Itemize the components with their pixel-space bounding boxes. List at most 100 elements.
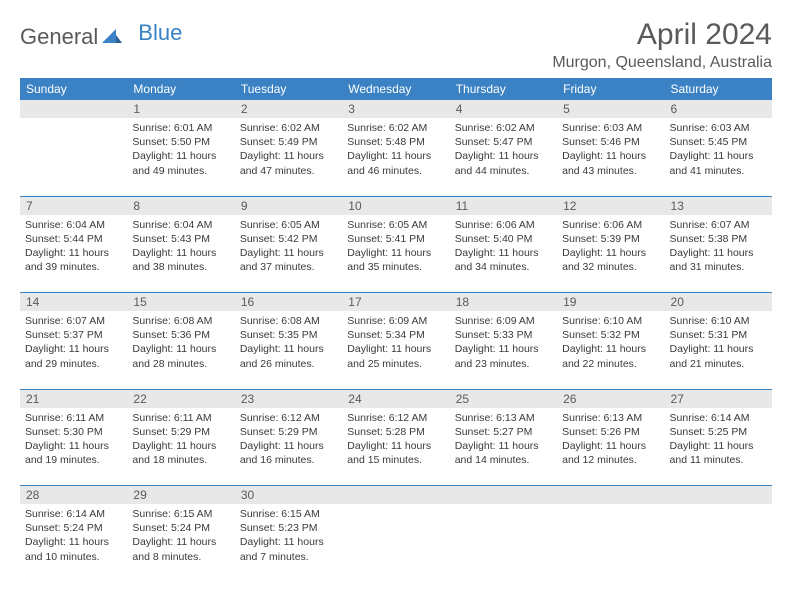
cell-line-sunset: Sunset: 5:50 PM (132, 135, 229, 149)
cell-line-day2: and 41 minutes. (670, 164, 767, 178)
cell-line-sunset: Sunset: 5:39 PM (562, 232, 659, 246)
week-row: Sunrise: 6:11 AMSunset: 5:30 PMDaylight:… (20, 408, 772, 486)
day-number-cell: 24 (342, 389, 449, 408)
cell-line-day2: and 46 minutes. (347, 164, 444, 178)
cell-line-sunrise: Sunrise: 6:08 AM (132, 314, 229, 328)
cell-line-day1: Daylight: 11 hours (670, 342, 767, 356)
cell-line-day2: and 11 minutes. (670, 453, 767, 467)
day-cell: Sunrise: 6:15 AMSunset: 5:23 PMDaylight:… (235, 504, 342, 582)
cell-line-sunset: Sunset: 5:45 PM (670, 135, 767, 149)
cell-line-sunset: Sunset: 5:46 PM (562, 135, 659, 149)
day-header: Sunday (20, 78, 127, 100)
cell-line-sunrise: Sunrise: 6:06 AM (455, 218, 552, 232)
cell-line-day1: Daylight: 11 hours (347, 439, 444, 453)
day-number-cell: 15 (127, 293, 234, 312)
cell-line-day1: Daylight: 11 hours (25, 439, 122, 453)
cell-line-day1: Daylight: 11 hours (562, 246, 659, 260)
calendar-body: 123456Sunrise: 6:01 AMSunset: 5:50 PMDay… (20, 100, 772, 582)
cell-line-sunset: Sunset: 5:38 PM (670, 232, 767, 246)
day-cell: Sunrise: 6:12 AMSunset: 5:28 PMDaylight:… (342, 408, 449, 486)
cell-line-day2: and 49 minutes. (132, 164, 229, 178)
day-header: Thursday (450, 78, 557, 100)
cell-line-day1: Daylight: 11 hours (670, 149, 767, 163)
cell-line-day2: and 7 minutes. (240, 550, 337, 564)
cell-line-day2: and 12 minutes. (562, 453, 659, 467)
cell-line-day1: Daylight: 11 hours (455, 149, 552, 163)
cell-line-day2: and 32 minutes. (562, 260, 659, 274)
day-cell: Sunrise: 6:09 AMSunset: 5:33 PMDaylight:… (450, 311, 557, 389)
day-number-row: 14151617181920 (20, 293, 772, 312)
day-cell: Sunrise: 6:02 AMSunset: 5:49 PMDaylight:… (235, 118, 342, 196)
cell-line-day2: and 28 minutes. (132, 357, 229, 371)
cell-line-sunrise: Sunrise: 6:09 AM (347, 314, 444, 328)
cell-line-day1: Daylight: 11 hours (455, 342, 552, 356)
logo-text-general: General (20, 24, 98, 50)
cell-line-sunrise: Sunrise: 6:05 AM (240, 218, 337, 232)
day-cell (557, 504, 664, 582)
day-number-cell: 25 (450, 389, 557, 408)
day-number-cell (342, 486, 449, 505)
day-number-row: 78910111213 (20, 196, 772, 215)
cell-line-sunrise: Sunrise: 6:10 AM (670, 314, 767, 328)
week-row: Sunrise: 6:04 AMSunset: 5:44 PMDaylight:… (20, 215, 772, 293)
cell-line-day1: Daylight: 11 hours (132, 246, 229, 260)
cell-line-sunset: Sunset: 5:42 PM (240, 232, 337, 246)
cell-line-day2: and 44 minutes. (455, 164, 552, 178)
day-cell: Sunrise: 6:03 AMSunset: 5:46 PMDaylight:… (557, 118, 664, 196)
cell-line-sunset: Sunset: 5:44 PM (25, 232, 122, 246)
cell-line-sunset: Sunset: 5:31 PM (670, 328, 767, 342)
cell-line-sunset: Sunset: 5:28 PM (347, 425, 444, 439)
day-header: Wednesday (342, 78, 449, 100)
cell-line-day2: and 22 minutes. (562, 357, 659, 371)
day-number-cell: 3 (342, 100, 449, 118)
cell-line-day2: and 26 minutes. (240, 357, 337, 371)
cell-line-sunrise: Sunrise: 6:10 AM (562, 314, 659, 328)
cell-line-day1: Daylight: 11 hours (132, 342, 229, 356)
cell-line-day2: and 31 minutes. (670, 260, 767, 274)
day-number-cell: 23 (235, 389, 342, 408)
day-number-cell: 2 (235, 100, 342, 118)
day-number-cell: 14 (20, 293, 127, 312)
day-cell: Sunrise: 6:13 AMSunset: 5:26 PMDaylight:… (557, 408, 664, 486)
cell-line-sunrise: Sunrise: 6:03 AM (562, 121, 659, 135)
cell-line-sunrise: Sunrise: 6:12 AM (347, 411, 444, 425)
cell-line-day1: Daylight: 11 hours (670, 439, 767, 453)
cell-line-day1: Daylight: 11 hours (25, 535, 122, 549)
cell-line-day1: Daylight: 11 hours (562, 342, 659, 356)
cell-line-sunrise: Sunrise: 6:11 AM (25, 411, 122, 425)
day-cell: Sunrise: 6:14 AMSunset: 5:24 PMDaylight:… (20, 504, 127, 582)
logo: General Blue (20, 18, 170, 50)
logo-triangle-icon (102, 27, 122, 48)
day-cell (20, 118, 127, 196)
cell-line-day2: and 38 minutes. (132, 260, 229, 274)
cell-line-day2: and 15 minutes. (347, 453, 444, 467)
page-header: General Blue April 2024 Murgon, Queensla… (20, 18, 772, 72)
day-number-cell: 9 (235, 196, 342, 215)
cell-line-sunrise: Sunrise: 6:07 AM (25, 314, 122, 328)
day-number-row: 21222324252627 (20, 389, 772, 408)
day-cell: Sunrise: 6:08 AMSunset: 5:35 PMDaylight:… (235, 311, 342, 389)
day-cell (665, 504, 772, 582)
cell-line-day2: and 34 minutes. (455, 260, 552, 274)
cell-line-sunrise: Sunrise: 6:15 AM (240, 507, 337, 521)
day-header: Saturday (665, 78, 772, 100)
month-title: April 2024 (552, 18, 772, 52)
day-number-cell: 17 (342, 293, 449, 312)
day-number-cell: 26 (557, 389, 664, 408)
cell-line-sunrise: Sunrise: 6:13 AM (562, 411, 659, 425)
day-cell: Sunrise: 6:08 AMSunset: 5:36 PMDaylight:… (127, 311, 234, 389)
cell-line-sunrise: Sunrise: 6:03 AM (670, 121, 767, 135)
cell-line-day1: Daylight: 11 hours (670, 246, 767, 260)
cell-line-day2: and 37 minutes. (240, 260, 337, 274)
cell-line-sunrise: Sunrise: 6:06 AM (562, 218, 659, 232)
cell-line-sunset: Sunset: 5:30 PM (25, 425, 122, 439)
cell-line-day2: and 25 minutes. (347, 357, 444, 371)
day-number-cell: 27 (665, 389, 772, 408)
day-number-row: 123456 (20, 100, 772, 118)
cell-line-day1: Daylight: 11 hours (25, 246, 122, 260)
day-number-cell: 13 (665, 196, 772, 215)
day-number-cell (557, 486, 664, 505)
cell-line-day2: and 16 minutes. (240, 453, 337, 467)
cell-line-sunrise: Sunrise: 6:05 AM (347, 218, 444, 232)
day-cell: Sunrise: 6:11 AMSunset: 5:30 PMDaylight:… (20, 408, 127, 486)
